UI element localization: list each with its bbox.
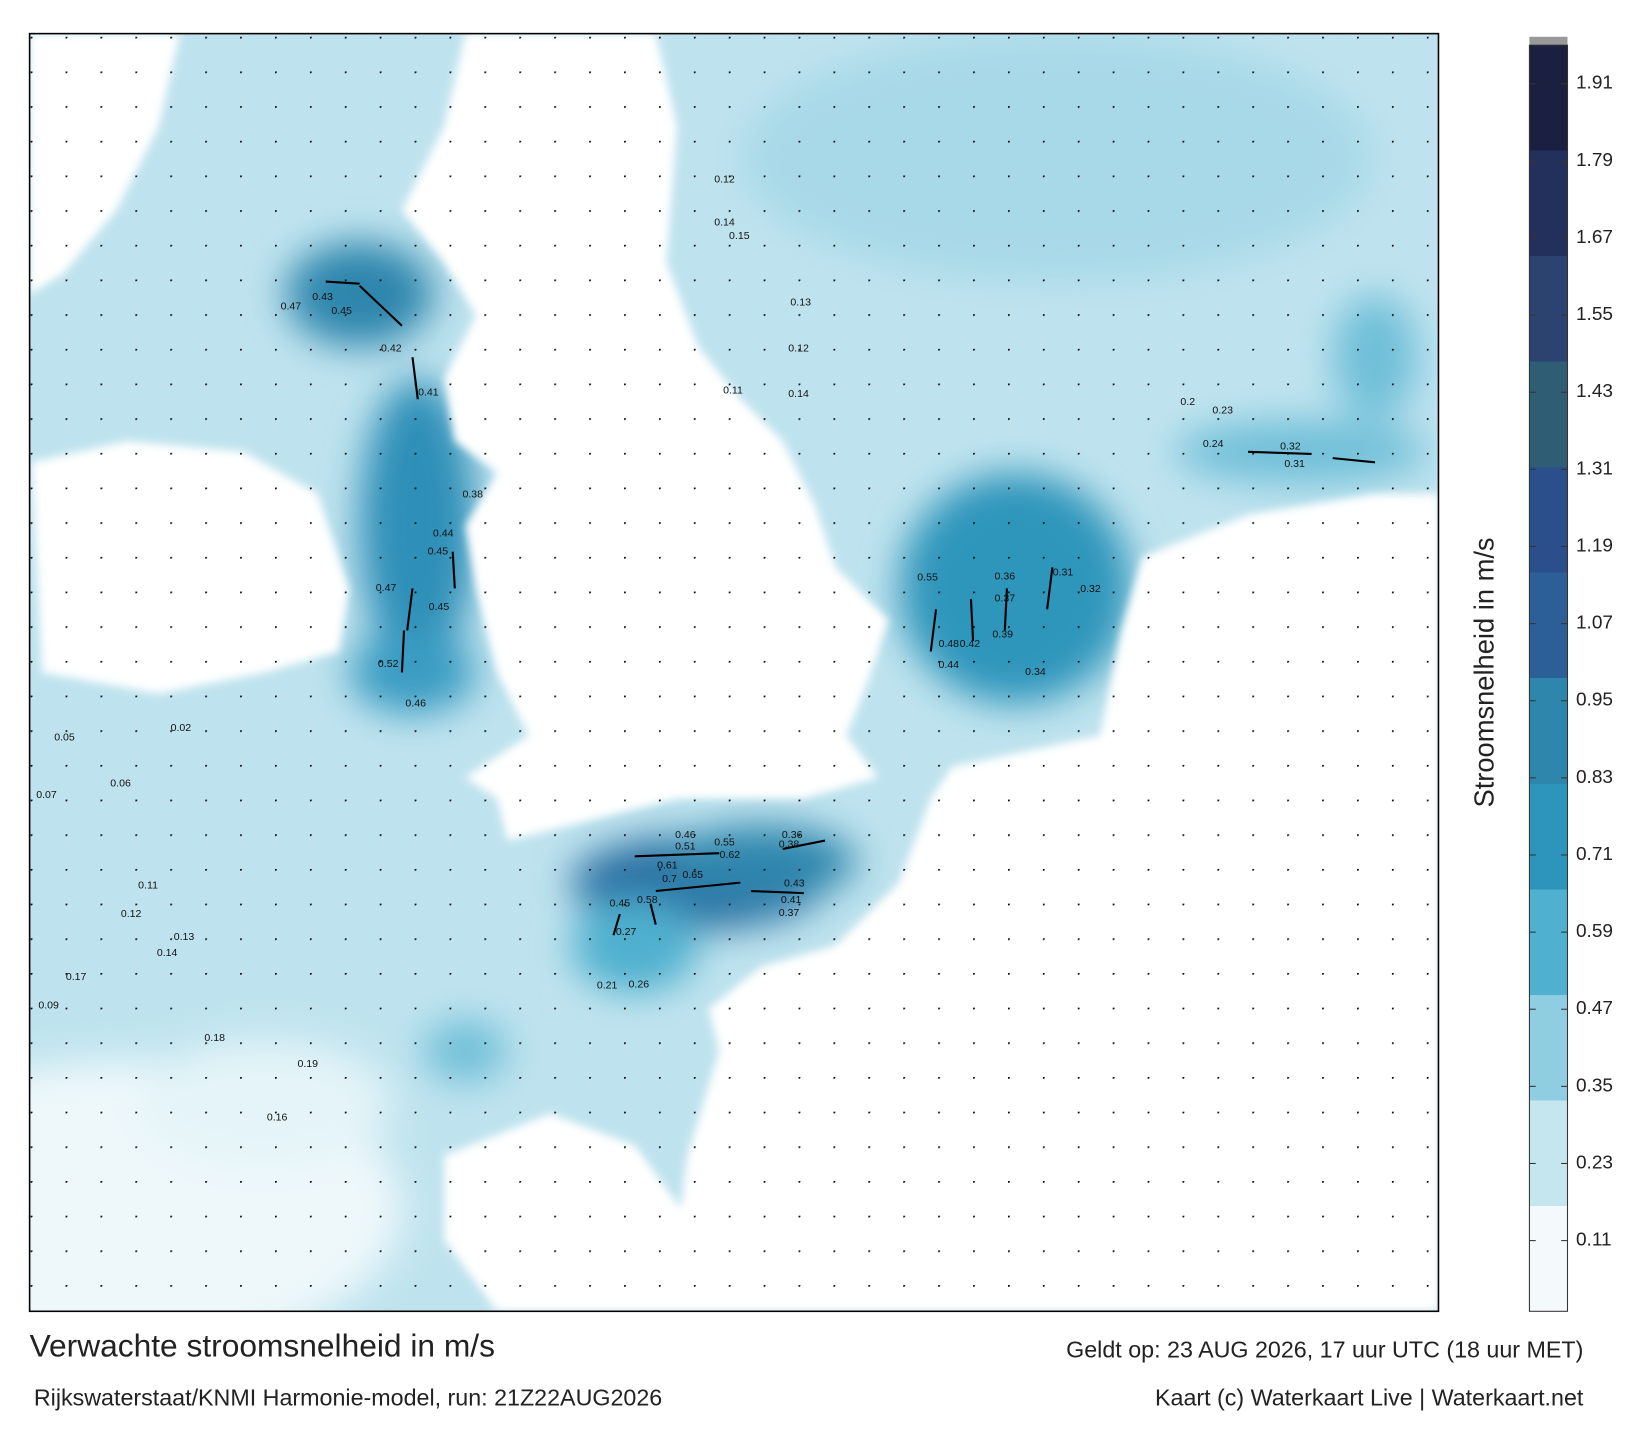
speed-label: 0.61 xyxy=(657,860,678,872)
speed-label: 0.07 xyxy=(36,789,57,801)
speed-label: 0.7 xyxy=(662,873,677,885)
speed-label: 0.45 xyxy=(429,601,450,613)
speed-label: 0.43 xyxy=(784,877,805,889)
speed-label: 0.31 xyxy=(1053,566,1074,578)
speed-label: 0.09 xyxy=(38,999,59,1011)
speed-label: 0.19 xyxy=(298,1058,319,1070)
colorbar-label: Stroomsnelheid in m/s xyxy=(1468,537,1499,807)
speed-label: 0.45 xyxy=(610,897,631,909)
colorbar-tick-label: 0.47 xyxy=(1576,998,1613,1019)
speed-label: 0.15 xyxy=(729,230,750,242)
colorbar-tick-label: 1.91 xyxy=(1576,73,1613,94)
colorbar-tick-label: 0.35 xyxy=(1576,1075,1613,1096)
speed-label: 0.31 xyxy=(1284,458,1305,470)
colorbar-tick-label: 0.11 xyxy=(1576,1230,1612,1251)
speed-label: 0.41 xyxy=(418,387,439,399)
speed-label: 0.14 xyxy=(714,217,735,229)
speed-label: 0.23 xyxy=(1212,405,1233,417)
speed-label: 0.44 xyxy=(433,528,454,540)
speed-label: 0.38 xyxy=(779,839,800,851)
colorbar-tick-label: 1.43 xyxy=(1576,381,1613,402)
speed-label: 0.39 xyxy=(992,628,1013,640)
colorbar-tick-label: 1.79 xyxy=(1576,150,1613,171)
speed-label: 0.47 xyxy=(281,301,302,313)
speed-label: 0.65 xyxy=(683,869,704,881)
speed-label: 0.58 xyxy=(637,894,658,906)
colorbar-tick-label: 0.23 xyxy=(1576,1153,1613,1174)
speed-label: 0.46 xyxy=(675,829,696,841)
speed-label: 0.12 xyxy=(788,343,809,355)
speed-label: 0.05 xyxy=(54,731,75,743)
current-arrows xyxy=(325,280,1376,936)
speed-label: 0.55 xyxy=(714,836,735,848)
colorbar: 0.11 0.23 0.35 0.47 0.59 0.71 0.83 0.95 1.07 1.19… xyxy=(1528,36,1613,1312)
colorbar-tick-label: 1.67 xyxy=(1576,227,1613,248)
speed-label: 0.47 xyxy=(376,582,397,594)
colorbar-cap xyxy=(1529,36,1568,46)
colorbar-tick-label: 0.95 xyxy=(1576,690,1613,711)
speed-label: 0.45 xyxy=(428,545,449,557)
speed-label: 0.02 xyxy=(171,722,192,734)
speed-label: 0.06 xyxy=(110,778,131,790)
speed-label: 0.41 xyxy=(781,894,802,906)
valid-time: Geldt op: 23 AUG 2026, 17 uur UTC (18 uu… xyxy=(1066,1336,1583,1362)
speed-label: 0.55 xyxy=(917,572,938,584)
speed-label: 0.45 xyxy=(331,305,352,317)
speed-label: 0.62 xyxy=(720,849,741,861)
speed-label: 0.38 xyxy=(463,489,484,501)
speed-label: 0.13 xyxy=(174,931,195,943)
speed-label: 0.26 xyxy=(629,978,650,990)
speed-label: 0.12 xyxy=(121,908,142,920)
speed-label: 0.11 xyxy=(138,880,158,892)
colorbar-tick-label: 1.07 xyxy=(1576,613,1613,634)
speed-label: 0.43 xyxy=(312,291,333,303)
colorbar-scale xyxy=(1528,44,1569,1312)
colorbar-tick-label: 1.19 xyxy=(1576,536,1613,557)
speed-label: 0.44 xyxy=(938,659,959,671)
speed-label: 0.17 xyxy=(66,971,87,983)
speed-label: 0.48 xyxy=(938,638,959,650)
colorbar-tick-label: 1.31 xyxy=(1576,458,1613,479)
speed-labels: 0.43 0.47 0.45 0.42 0.41 0.38 0.44 0.45 0.47 0.45… xyxy=(36,173,1305,1123)
speed-label: 0.42 xyxy=(960,638,981,650)
colorbar-tick-label: 0.83 xyxy=(1576,767,1613,788)
speed-label: 0.42 xyxy=(381,343,402,355)
map-frame xyxy=(28,32,1440,1313)
speed-label: 0.36 xyxy=(995,571,1016,583)
colorbar-tick-label: 0.71 xyxy=(1576,844,1613,865)
credit: Kaart (c) Waterkaart Live | Waterkaart.n… xyxy=(1155,1385,1584,1411)
speed-label: 0.16 xyxy=(267,1112,288,1124)
source: Rijkswaterstaat/KNMI Harmonie-model, run… xyxy=(34,1385,662,1411)
speed-label: 0.34 xyxy=(1025,666,1046,678)
speed-label: 0.13 xyxy=(790,296,811,308)
colorbar-tick-label: 1.55 xyxy=(1576,304,1613,325)
speed-label: 0.2 xyxy=(1180,396,1195,408)
vector-grid xyxy=(29,33,1439,1312)
speed-label: 0.21 xyxy=(597,979,618,991)
speed-label: 0.12 xyxy=(714,173,735,185)
speed-label: 0.18 xyxy=(204,1032,225,1044)
speed-label: 0.32 xyxy=(1080,583,1101,595)
speed-label: 0.36 xyxy=(782,829,803,841)
speed-label: 0.11 xyxy=(723,385,743,397)
speed-label: 0.46 xyxy=(405,698,426,710)
title: Verwachte stroomsnelheid in m/s xyxy=(30,1328,495,1364)
map-area: 0.43 0.47 0.45 0.42 0.41 0.38 0.44 0.45 0.47 0.45… xyxy=(29,33,1439,1312)
speed-label: 0.37 xyxy=(995,593,1016,605)
speed-label: 0.14 xyxy=(788,388,809,400)
speed-label: 0.24 xyxy=(1203,438,1224,450)
speed-label: 0.27 xyxy=(616,926,637,938)
speed-label: 0.37 xyxy=(779,907,800,919)
speed-label: 0.14 xyxy=(157,947,178,959)
speed-label: 0.52 xyxy=(378,658,399,670)
colorbar-tick-label: 0.59 xyxy=(1576,921,1613,942)
speed-label: 0.32 xyxy=(1280,440,1301,452)
speed-label: 0.51 xyxy=(675,841,696,853)
